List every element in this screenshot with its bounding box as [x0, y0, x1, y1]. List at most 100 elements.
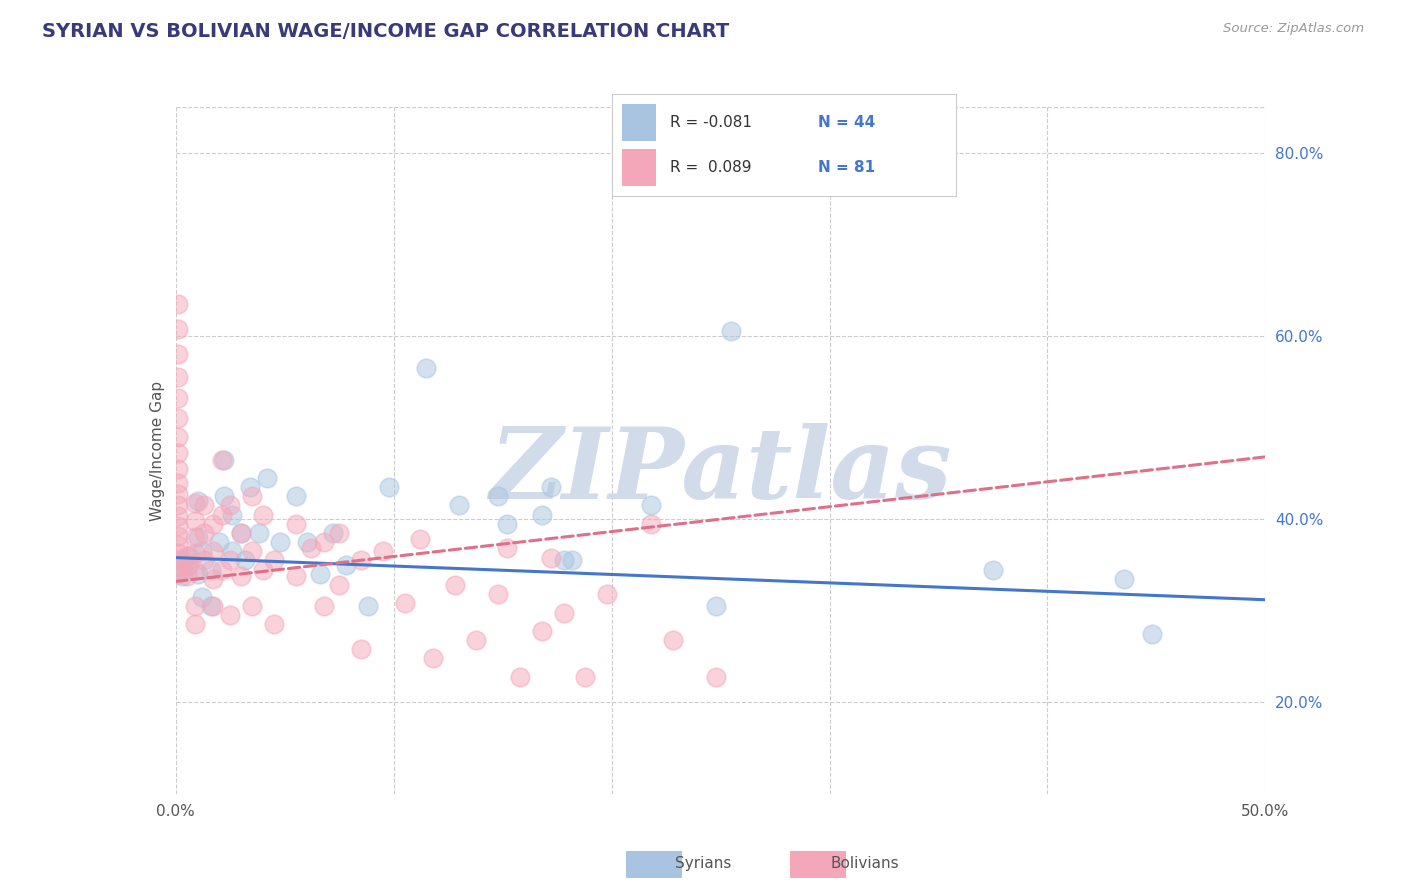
Point [167, 546, 190, 560]
Text: ZIPatlas: ZIPatlas [489, 423, 952, 519]
Point [200, 562, 222, 576]
Point [208, 535, 231, 549]
Point [509, 670, 531, 684]
Point [184, 514, 207, 528]
Text: Bolivians: Bolivians [831, 856, 898, 871]
Point [176, 559, 198, 574]
Text: N = 44: N = 44 [818, 115, 876, 130]
Point [704, 599, 727, 614]
Point [193, 553, 215, 567]
Text: Syrians: Syrians [675, 856, 731, 871]
Point [295, 535, 318, 549]
Point [530, 624, 553, 638]
Point [231, 525, 253, 540]
Point [219, 553, 242, 567]
Point [1140, 626, 1163, 640]
Point [172, 569, 194, 583]
Point [409, 533, 432, 547]
Point [212, 452, 235, 467]
Point [328, 525, 350, 540]
Point [443, 578, 465, 592]
Point [530, 508, 553, 522]
Point [356, 599, 378, 614]
Point [211, 452, 233, 467]
Point [640, 499, 662, 513]
Point [172, 562, 194, 576]
Point [263, 617, 285, 632]
Point [201, 572, 224, 586]
Point [231, 525, 253, 540]
Point [704, 670, 727, 684]
Point [186, 531, 209, 545]
Point [167, 370, 190, 384]
Point [256, 471, 278, 485]
Point [186, 493, 209, 508]
Point [167, 509, 190, 524]
Point [167, 462, 190, 476]
Point [167, 297, 190, 311]
Point [415, 361, 437, 376]
Point [465, 633, 488, 648]
Point [496, 516, 519, 531]
Point [422, 651, 444, 665]
Point [486, 489, 509, 503]
Point [240, 489, 263, 503]
Point [167, 430, 190, 444]
Point [167, 321, 190, 335]
Point [201, 544, 224, 558]
Point [596, 587, 619, 601]
Point [312, 535, 335, 549]
Point [191, 590, 214, 604]
Point [496, 541, 519, 556]
Point [167, 538, 190, 552]
Point [252, 508, 274, 522]
Point [240, 599, 263, 614]
Point [350, 642, 373, 657]
Point [239, 480, 262, 494]
Point [540, 480, 562, 494]
Point [1112, 572, 1135, 586]
Text: Source: ZipAtlas.com: Source: ZipAtlas.com [1223, 22, 1364, 36]
Point [211, 562, 233, 576]
Point [167, 528, 190, 542]
Point [394, 596, 416, 610]
Point [221, 508, 243, 522]
Point [328, 578, 350, 592]
Point [184, 562, 207, 576]
Point [193, 525, 215, 540]
Point [553, 553, 575, 567]
Point [211, 508, 233, 522]
Point [219, 608, 242, 623]
Point [378, 480, 401, 494]
Point [553, 606, 575, 620]
Point [661, 633, 683, 648]
Point [167, 519, 190, 533]
Point [720, 325, 742, 339]
Point [176, 549, 198, 563]
Point [184, 599, 207, 614]
Point [184, 496, 207, 510]
Point [231, 569, 253, 583]
Point [167, 475, 190, 490]
Point [167, 391, 190, 405]
Bar [621, 149, 657, 186]
Point [312, 599, 335, 614]
Point [263, 553, 285, 567]
Point [186, 567, 209, 582]
Point [193, 499, 215, 513]
Point [447, 499, 470, 513]
Point [201, 599, 224, 614]
Point [167, 487, 190, 501]
Point [167, 411, 190, 425]
Point [235, 553, 257, 567]
Point [201, 516, 224, 531]
Point [284, 516, 307, 531]
Point [176, 569, 198, 583]
Point [640, 516, 662, 531]
Text: R =  0.089: R = 0.089 [671, 160, 752, 175]
Point [247, 525, 270, 540]
Point [299, 541, 322, 556]
Point [167, 446, 190, 460]
Point [981, 562, 1004, 576]
Point [167, 499, 190, 513]
